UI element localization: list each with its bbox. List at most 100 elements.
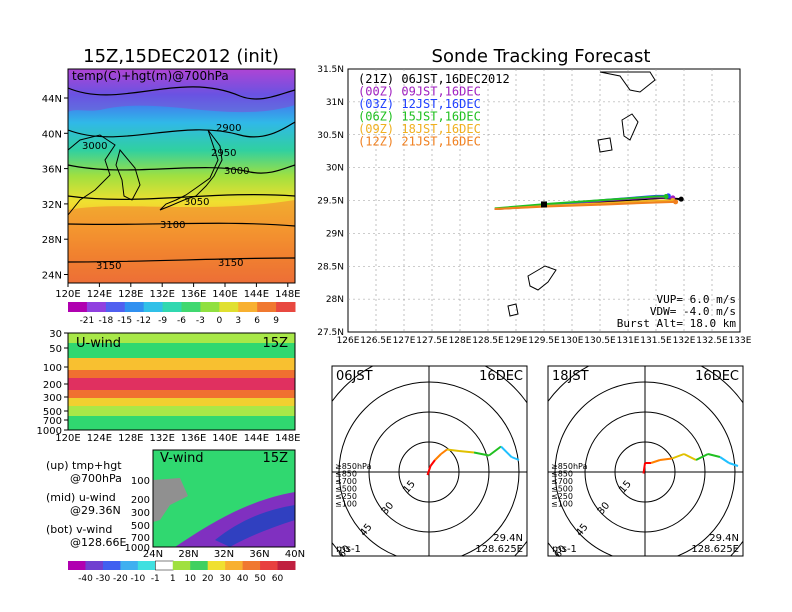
temp-colorbar-swatch — [200, 302, 220, 312]
wind-colorbar-swatch — [137, 561, 156, 570]
track-y-tick: 29.5N — [317, 197, 344, 207]
vwind-negative-region — [153, 478, 188, 522]
hodograph-segment — [728, 462, 739, 467]
temp-colorbar-label: -18 — [98, 316, 113, 326]
wind-colorbar-swatch — [68, 561, 86, 570]
uwind-lon-label: 148E — [275, 433, 300, 444]
hodograph-segment — [642, 462, 646, 474]
track-series-line — [494, 195, 667, 210]
temp-colorbar-swatch — [276, 302, 296, 312]
annotation-burst-alt: Burst Alt= 18.0 km — [617, 317, 737, 330]
wind-colorbar-swatch — [207, 561, 226, 570]
temp-colorbar-label: 9 — [273, 316, 279, 326]
vwind-p-label: 200 — [131, 495, 150, 506]
hodograph-rings — [332, 366, 527, 556]
vwind-p-label: 300 — [131, 508, 150, 519]
uwind-lon-axis: 120E 124E 128E 132E 136E 140E 144E 148E — [55, 433, 300, 444]
temp-colorbar-swatch — [181, 302, 201, 312]
hodograph-level-legend: ≤850 — [335, 470, 357, 479]
hodograph-segment — [659, 457, 673, 461]
contour-line — [67, 257, 296, 263]
uwind-p-label: 50 — [49, 344, 62, 355]
temp-map-warm-band — [68, 200, 295, 283]
temp-colorbar-swatch — [219, 302, 239, 312]
hodograph-units: ms-1 — [552, 544, 577, 555]
hodograph-lat: 29.4N — [709, 533, 739, 544]
temp-colorbar-label: -21 — [80, 316, 95, 326]
wind-colorbar-label: -10 — [130, 574, 145, 584]
vwind-time: 15Z — [263, 451, 289, 466]
hodograph-segment — [683, 453, 697, 461]
track-series-line — [494, 200, 676, 211]
legend-note: @128.66E — [70, 536, 126, 549]
temp-map-panel: 2900 2950 3000 3000 3050 3100 3150 3150 … — [42, 68, 301, 300]
temp-colorbar-label: -15 — [117, 316, 132, 326]
hodograph-rings — [548, 366, 743, 556]
temp-colorbar-label: 3 — [235, 316, 241, 326]
temp-colorbar-swatch — [143, 302, 164, 312]
temp-map-lat-label: 40N — [42, 129, 62, 140]
temp-colorbar-swatch — [105, 302, 126, 312]
temp-colorbar: -21 -18 -15 -12 -9 -6 -3 0 3 6 9 — [68, 302, 296, 326]
hodograph-segment — [500, 445, 513, 458]
track-x-tick: 133E — [729, 336, 752, 346]
hodograph-segment — [650, 459, 661, 464]
wind-colorbar: -40 -30 -20 -10 -1 1 10 20 30 40 50 60 — [68, 560, 296, 584]
legend-note: @29.36N — [70, 504, 121, 517]
temp-map-lon-label: 132E — [149, 289, 174, 300]
track-end-point — [673, 199, 679, 205]
wind-colorbar-label: 1 — [170, 574, 176, 584]
temp-map-lon-label: 120E — [55, 289, 80, 300]
wind-colorbar-label: 10 — [185, 574, 197, 584]
contour-label: 3150 — [96, 261, 121, 272]
hodograph-lon: 128.625E — [691, 544, 739, 555]
hodograph-segment — [440, 448, 448, 455]
legend-note: @700hPa — [70, 472, 122, 485]
contour-line — [67, 121, 296, 138]
track-y-tick: 30N — [326, 164, 344, 174]
wind-colorbar-swatch — [277, 561, 296, 570]
uwind-p-label: 500 — [43, 407, 62, 418]
temp-map-lat-label: 36N — [42, 165, 62, 176]
uwind-p-label: 1000 — [37, 426, 62, 437]
contour-line — [67, 86, 296, 100]
vwind-label: V-wind — [160, 451, 204, 466]
hodograph-lon: 128.625E — [475, 544, 523, 555]
island-outline — [597, 137, 613, 153]
track-y-tick: 27.5N — [317, 328, 344, 338]
hodograph-segment — [473, 451, 490, 457]
wind-colorbar-swatch — [120, 561, 139, 570]
track-x-tick: 127.5E — [416, 336, 448, 346]
temp-map-label: temp(C)+hgt(m)@700hPa — [72, 69, 229, 83]
vwind-p-label: 500 — [131, 521, 150, 532]
track-map-grid: 126E 126.5E 127E 127.5E 128E 128.5E 129E 129.5E… — [317, 65, 752, 346]
contour-label: 2900 — [216, 123, 241, 134]
track-legend-entry: (12Z) 21JST,16DEC — [358, 135, 481, 149]
hodograph-segment — [488, 445, 502, 457]
launch-site-marker — [541, 201, 547, 208]
uwind-p-label: 700 — [43, 416, 62, 427]
temp-colorbar-swatch — [257, 302, 277, 312]
track-y-tick: 30.5N — [317, 131, 344, 141]
hodograph-level-legend: ≤100 — [335, 500, 357, 509]
temp-colorbar-swatch — [124, 302, 145, 312]
wind-colorbar-swatch — [172, 561, 191, 570]
vwind-lat-label: 24N — [143, 549, 163, 560]
temp-colorbar-label: 6 — [254, 316, 260, 326]
legend-note: (bot) v-wind — [46, 523, 112, 536]
temp-map-lon-label: 124E — [87, 289, 112, 300]
temp-colorbar-swatch — [238, 302, 258, 312]
temp-colorbar-label: -3 — [196, 316, 205, 326]
hodograph-segment — [511, 456, 520, 461]
uwind-band — [68, 358, 295, 370]
track-y-tick: 31.5N — [317, 65, 344, 75]
hodograph-units: ms-1 — [336, 544, 361, 555]
vwind-frame — [152, 449, 296, 548]
vwind-p-label: 100 — [131, 476, 150, 487]
contour-label: 3000 — [224, 166, 249, 177]
hodograph-title: 06JST — [336, 369, 373, 384]
track-legend-entry: (03Z) 12JST,16DEC — [358, 97, 481, 111]
temp-colorbar-label: -6 — [177, 316, 186, 326]
